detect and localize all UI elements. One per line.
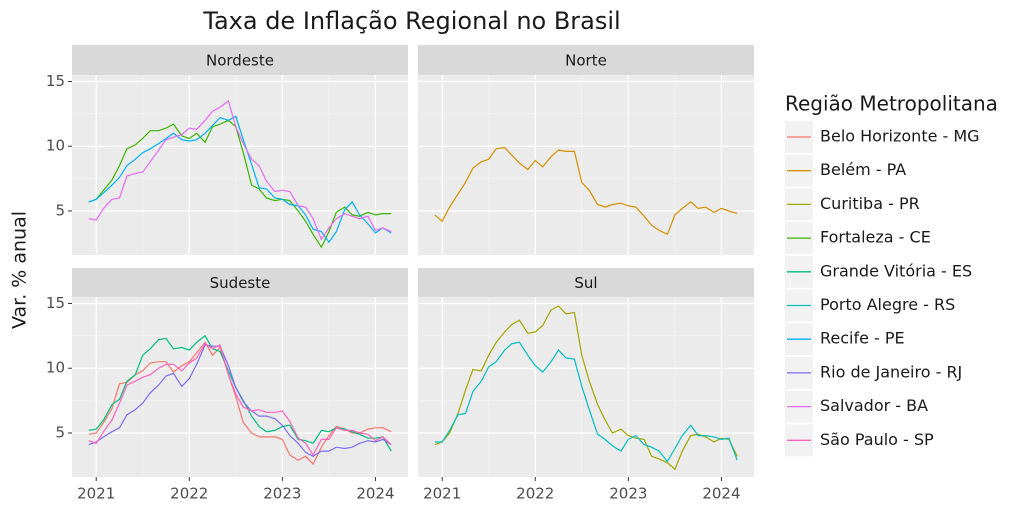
legend-label: Curitiba - PR: [820, 194, 920, 213]
y-tick-label: 10: [46, 137, 65, 155]
legend-title: Região Metropolitana: [785, 92, 998, 116]
x-tick-label: 2023: [263, 485, 301, 503]
facet-label: Norte: [565, 52, 607, 70]
series-line: [88, 344, 392, 457]
legend-label: Porto Alegre - RS: [820, 295, 955, 314]
x-tick-label: 2024: [702, 485, 740, 503]
x-tick-label: 2023: [609, 485, 647, 503]
x-tick-label: 2024: [356, 485, 394, 503]
y-axis-label: Var. % anual: [9, 211, 31, 329]
series-line: [88, 341, 392, 466]
series-line: [434, 341, 738, 463]
legend-label: Belo Horizonte - MG: [820, 127, 980, 146]
legend-label: Recife - PE: [820, 329, 905, 348]
strip: [418, 268, 754, 297]
series-line: [434, 146, 738, 236]
x-tick-label: 2021: [423, 485, 461, 503]
strip: [418, 45, 754, 75]
y-tick-label: 5: [55, 423, 65, 441]
series-line: [88, 342, 392, 457]
panel: [418, 75, 754, 255]
x-tick-label: 2022: [516, 485, 554, 503]
y-tick-label: 15: [46, 294, 65, 312]
legend-label: Grande Vitória - ES: [820, 261, 972, 280]
legend-label: Fortaleza - CE: [820, 228, 931, 247]
facet-label: Sul: [574, 274, 597, 292]
y-tick-label: 15: [46, 72, 65, 90]
chart-title: Taxa de Inflação Regional no Brasil: [202, 7, 620, 35]
legend-label: São Paulo - SP: [820, 430, 934, 449]
series-line: [434, 305, 738, 471]
x-tick-label: 2022: [170, 485, 208, 503]
panel: [418, 297, 754, 477]
y-tick-label: 5: [55, 201, 65, 219]
series-line: [88, 99, 392, 241]
legend-label: Salvador - BA: [820, 396, 928, 415]
series-line: [88, 115, 392, 244]
legend-label: Rio de Janeiro - RJ: [820, 362, 962, 381]
strip: [72, 45, 408, 75]
facet-label: Sudeste: [210, 274, 271, 292]
strip: [72, 268, 408, 297]
legend-label: Belém - PA: [820, 160, 906, 179]
facet-label: Nordeste: [206, 52, 274, 70]
series-line: [88, 119, 392, 249]
y-tick-label: 10: [46, 359, 65, 377]
panel: [72, 75, 408, 255]
panel: [72, 297, 408, 477]
x-tick-label: 2021: [77, 485, 115, 503]
